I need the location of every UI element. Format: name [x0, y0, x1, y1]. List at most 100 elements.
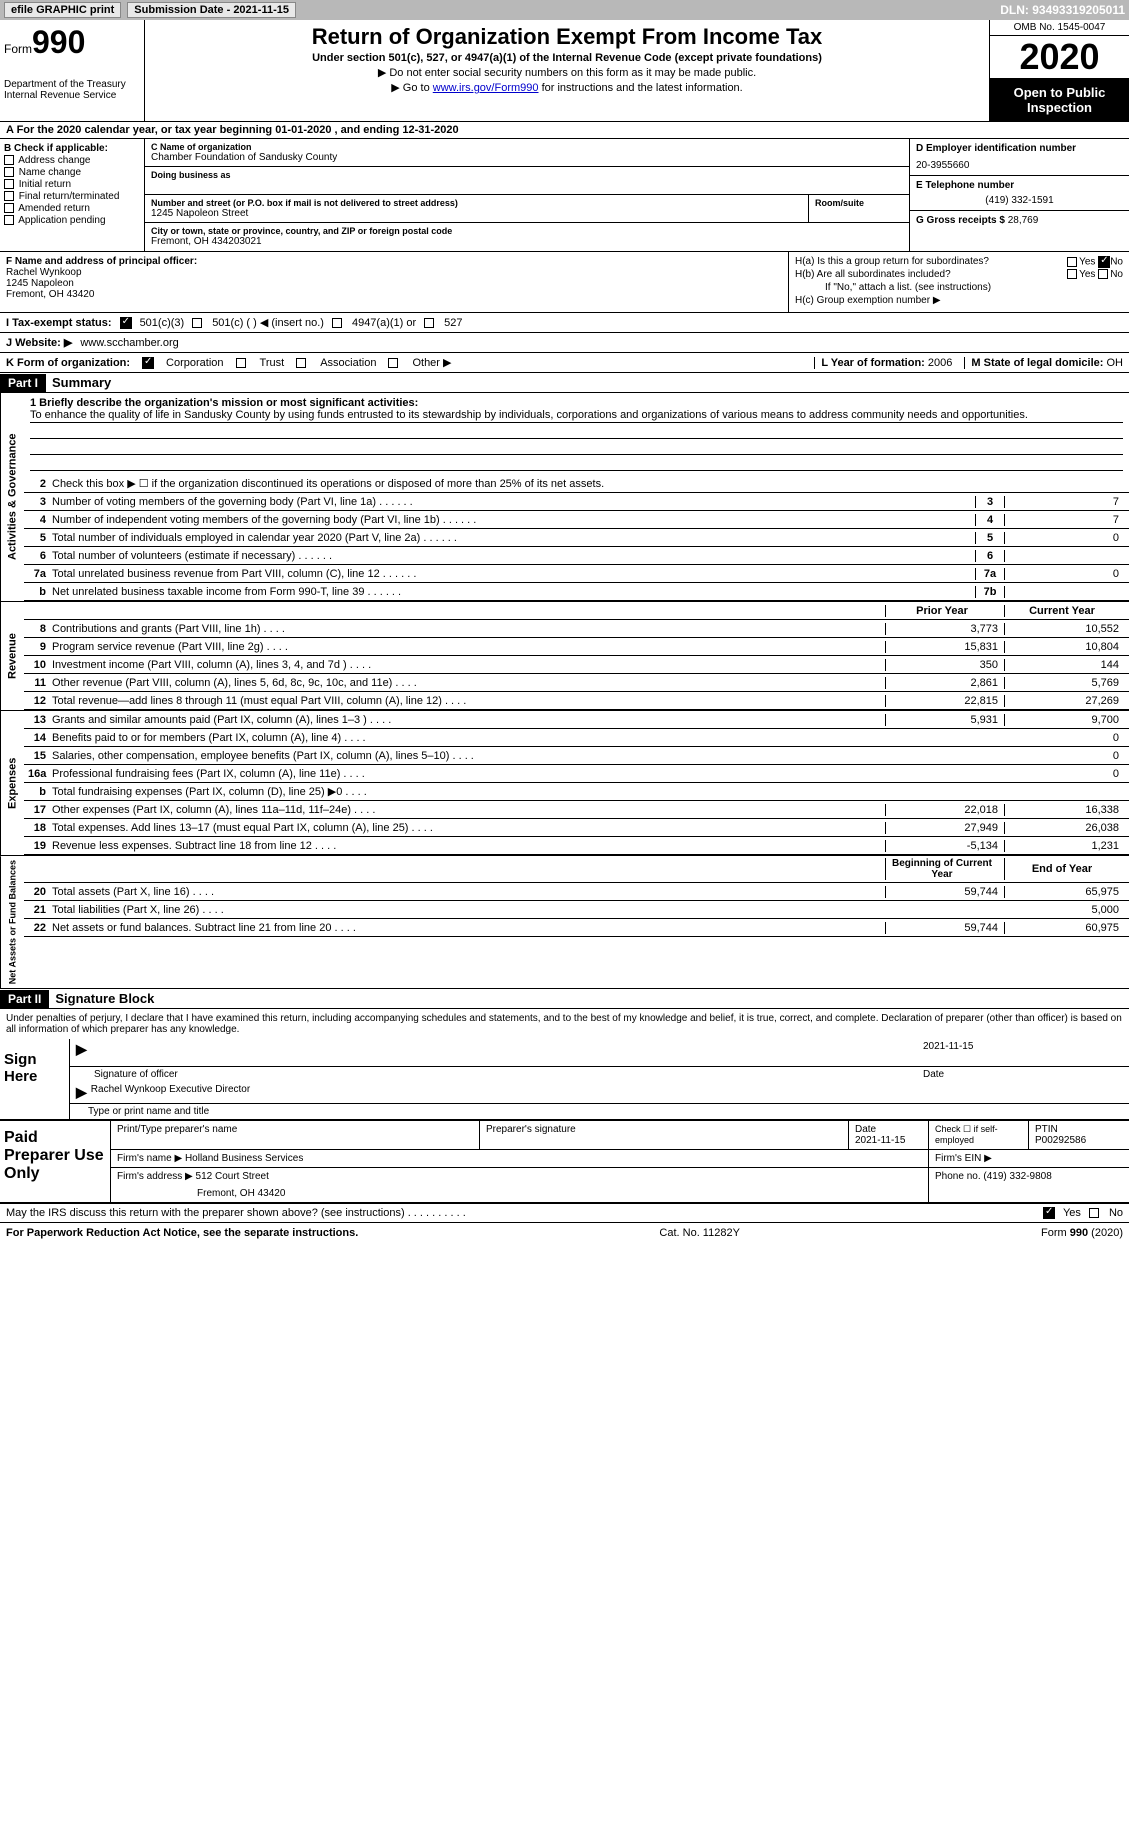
col-d: D Employer identification number 20-3955…: [909, 139, 1129, 251]
officer-name: Rachel Wynkoop: [6, 267, 782, 278]
submission-button[interactable]: Submission Date - 2021-11-15: [127, 2, 296, 18]
form-title: Return of Organization Exempt From Incom…: [153, 24, 981, 50]
ein-box: D Employer identification number 20-3955…: [910, 139, 1129, 176]
summary-line: 10Investment income (Part VIII, column (…: [24, 656, 1129, 674]
summary-line: 4Number of independent voting members of…: [24, 511, 1129, 529]
summary-line: 16aProfessional fundraising fees (Part I…: [24, 765, 1129, 783]
officer-printed-name: Rachel Wynkoop Executive Director: [91, 1084, 250, 1101]
summary-line: bNet unrelated business taxable income f…: [24, 583, 1129, 601]
open-inspection: Open to Public Inspection: [990, 79, 1129, 121]
summary-line: 17Other expenses (Part IX, column (A), l…: [24, 801, 1129, 819]
summary-line: 19Revenue less expenses. Subtract line 1…: [24, 837, 1129, 855]
line-k: K Form of organization: Corporation Trus…: [0, 353, 1129, 373]
gross-receipts: 28,769: [1008, 215, 1039, 226]
checkbox-item: Amended return: [4, 203, 140, 214]
line-i: I Tax-exempt status: 501(c)(3) 501(c) ( …: [0, 313, 1129, 333]
checkbox-item: Application pending: [4, 215, 140, 226]
tab-governance: Activities & Governance: [0, 393, 24, 601]
form-header: Form990 Department of the Treasury Inter…: [0, 20, 1129, 122]
row-a: A For the 2020 calendar year, or tax yea…: [0, 122, 1129, 139]
summary-line: 5Total number of individuals employed in…: [24, 529, 1129, 547]
mission-text: To enhance the quality of life in Sandus…: [30, 409, 1123, 423]
city-state-zip: Fremont, OH 434203021: [151, 236, 903, 247]
dept-text: Department of the Treasury Internal Reve…: [4, 79, 140, 101]
summary-line: 3Number of voting members of the governi…: [24, 493, 1129, 511]
sign-here-label: Sign Here: [0, 1039, 70, 1119]
checkbox-item: Initial return: [4, 179, 140, 190]
omb-number: OMB No. 1545-0047: [990, 20, 1129, 36]
room-box: Room/suite: [809, 195, 909, 223]
col-headers: Prior Year Current Year: [24, 602, 1129, 620]
note1: ▶ Do not enter social security numbers o…: [153, 66, 981, 79]
street-address: 1245 Napoleon Street: [151, 208, 802, 219]
summary-line: 6Total number of volunteers (estimate if…: [24, 547, 1129, 565]
q1-block: 1 Briefly describe the organization's mi…: [24, 393, 1129, 475]
preparer-phone: (419) 332-9808: [983, 1171, 1051, 1182]
summary-line: 20Total assets (Part X, line 16) . . . .…: [24, 883, 1129, 901]
page-footer: For Paperwork Reduction Act Notice, see …: [0, 1223, 1129, 1243]
summary-line: 18Total expenses. Add lines 13–17 (must …: [24, 819, 1129, 837]
website-url: www.scchamber.org: [80, 337, 178, 349]
summary-expenses: Expenses 13Grants and similar amounts pa…: [0, 711, 1129, 856]
fh-row: F Name and address of principal officer:…: [0, 252, 1129, 313]
501c3-checked: [120, 317, 132, 329]
org-name: Chamber Foundation of Sandusky County: [151, 152, 903, 163]
summary-line: 15Salaries, other compensation, employee…: [24, 747, 1129, 765]
arrow-icon: ▶: [76, 1084, 87, 1101]
corp-checked: [142, 357, 154, 369]
sig-date: 2021-11-15: [923, 1041, 1123, 1064]
summary-line: 22Net assets or fund balances. Subtract …: [24, 919, 1129, 937]
checkbox-item: Final return/terminated: [4, 191, 140, 202]
col-c: C Name of organization Chamber Foundatio…: [145, 139, 909, 251]
sign-here-row: Sign Here ▶ 2021-11-15 Signature of offi…: [0, 1039, 1129, 1120]
b-label: B Check if applicable:: [4, 143, 140, 154]
city-box: City or town, state or province, country…: [145, 223, 909, 251]
summary-line: 14Benefits paid to or for members (Part …: [24, 729, 1129, 747]
topbar: efile GRAPHIC print Submission Date - 20…: [0, 0, 1129, 20]
summary-revenue: Revenue Prior Year Current Year 8Contrib…: [0, 602, 1129, 711]
phone-value: (419) 332-1591: [916, 195, 1123, 206]
summary-line: 13Grants and similar amounts paid (Part …: [24, 711, 1129, 729]
summary-line: 8Contributions and grants (Part VIII, li…: [24, 620, 1129, 638]
line-j: J Website: ▶ www.scchamber.org: [0, 333, 1129, 353]
checkbox-item: Name change: [4, 167, 140, 178]
summary-line: 7aTotal unrelated business revenue from …: [24, 565, 1129, 583]
header-mid: Return of Organization Exempt From Incom…: [145, 20, 989, 121]
h-box: H(a) Is this a group return for subordin…: [789, 252, 1129, 312]
summary-line: 12Total revenue—add lines 8 through 11 (…: [24, 692, 1129, 710]
tab-expenses: Expenses: [0, 711, 24, 855]
header-right: OMB No. 1545-0047 2020 Open to Public In…: [989, 20, 1129, 121]
addr-box: Number and street (or P.O. box if mail i…: [145, 195, 809, 223]
summary-netassets: Net Assets or Fund Balances Beginning of…: [0, 856, 1129, 989]
summary-line: 11Other revenue (Part VIII, column (A), …: [24, 674, 1129, 692]
org-name-box: C Name of organization Chamber Foundatio…: [145, 139, 909, 167]
dln-text: DLN: 93493319205011: [1000, 3, 1125, 17]
ptin-value: P00292586: [1035, 1135, 1123, 1146]
header-left: Form990 Department of the Treasury Inter…: [0, 20, 145, 121]
form-number: Form990: [4, 24, 140, 61]
checkbox-no-checked: [1098, 256, 1110, 268]
declaration: Under penalties of perjury, I declare th…: [0, 1009, 1129, 1039]
dba-box: Doing business as: [145, 167, 909, 195]
paid-preparer: Paid Preparer Use Only Print/Type prepar…: [0, 1120, 1129, 1204]
summary-line: bTotal fundraising expenses (Part IX, co…: [24, 783, 1129, 801]
paid-preparer-label: Paid Preparer Use Only: [0, 1121, 110, 1202]
net-headers: Beginning of Current Year End of Year: [24, 856, 1129, 883]
efile-button[interactable]: efile GRAPHIC print: [4, 2, 121, 18]
irs-link[interactable]: www.irs.gov/Form990: [433, 82, 539, 94]
phone-box: E Telephone number (419) 332-1591: [910, 176, 1129, 211]
discuss-line: May the IRS discuss this return with the…: [0, 1204, 1129, 1223]
ein-value: 20-3955660: [916, 160, 1123, 171]
tab-revenue: Revenue: [0, 602, 24, 710]
part-ii-header: Part II Signature Block: [0, 989, 1129, 1009]
note2: ▶ Go to www.irs.gov/Form990 for instruct…: [153, 81, 981, 94]
part-i-header: Part I Summary: [0, 373, 1129, 393]
summary-line: 21Total liabilities (Part X, line 26) . …: [24, 901, 1129, 919]
officer-box: F Name and address of principal officer:…: [0, 252, 789, 312]
firm-name: Holland Business Services: [185, 1153, 303, 1164]
form-subtitle: Under section 501(c), 527, or 4947(a)(1)…: [153, 52, 981, 64]
summary-governance: Activities & Governance 1 Briefly descri…: [0, 393, 1129, 602]
arrow-icon: ▶: [76, 1041, 87, 1064]
section-b: B Check if applicable: Address change Na…: [0, 139, 1129, 252]
col-b: B Check if applicable: Address change Na…: [0, 139, 145, 251]
